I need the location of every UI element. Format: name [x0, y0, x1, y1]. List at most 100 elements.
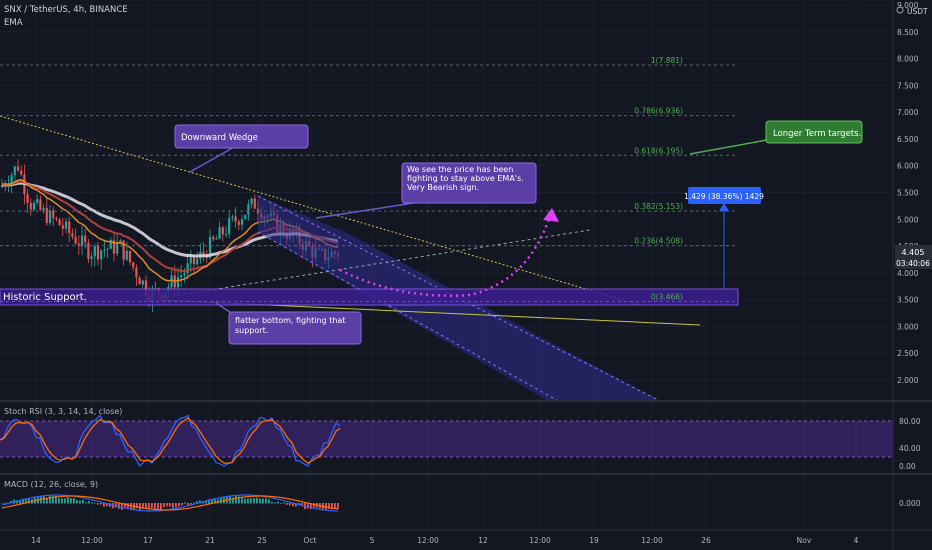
time-tick-label: 12:00 — [529, 536, 551, 545]
price-axis[interactable]: 9.000 8.500 8.000 7.500 7.000 6.500 6.000 5.500… — [897, 1, 919, 385]
candle-body — [234, 216, 237, 222]
macd-histogram-bar — [148, 503, 150, 510]
macd-histogram-bar — [163, 503, 165, 508]
candle-body — [247, 204, 250, 215]
time-tick-label: Oct — [304, 536, 317, 545]
macd-histogram-bar — [334, 503, 336, 509]
macd-histogram-bar — [292, 503, 294, 507]
candle-body — [192, 256, 196, 265]
macd-histogram-bar — [118, 503, 120, 509]
candle-body — [135, 267, 138, 278]
macd-histogram-bar — [238, 496, 240, 504]
macd-histogram-bar — [22, 498, 24, 504]
price-tick-label: 6.000 — [897, 162, 919, 171]
time-tick-label: 19 — [589, 536, 599, 545]
bottom-note-callout[interactable] — [228, 311, 362, 345]
macd-histogram-bar — [205, 500, 207, 504]
wedge-callout-pointer — [189, 145, 237, 173]
settings-icon[interactable] — [896, 6, 904, 14]
macd-histogram-bar — [274, 502, 276, 504]
macd-histogram-bar — [49, 495, 51, 504]
macd-histogram-bar — [211, 499, 213, 504]
candle-body — [122, 240, 125, 260]
macd-histogram-bar — [169, 503, 171, 507]
macd-label[interactable]: MACD (12, 26, close, 9) — [4, 480, 98, 489]
macd-histogram-bar — [190, 503, 192, 505]
candle-body — [58, 219, 61, 226]
historic-support-zone[interactable] — [0, 288, 739, 306]
ema-indicator-label[interactable]: EMA — [4, 18, 23, 28]
macd-histogram-bar — [295, 503, 297, 507]
macd-histogram-bar — [313, 503, 315, 508]
price-tick-label: 3.000 — [897, 322, 919, 331]
fib-level-label: 1(7.881) — [651, 56, 683, 65]
macd-histogram-bar — [4, 502, 6, 504]
candle-body — [48, 210, 52, 224]
macd-histogram-bar — [127, 503, 129, 509]
targets-callout[interactable] — [765, 120, 863, 144]
macd-histogram-bar — [337, 503, 339, 510]
macd-histogram-bar — [301, 503, 303, 506]
macd-histogram-bar — [82, 499, 84, 504]
stoch-label[interactable]: Stoch RSI (3, 3, 14, 14, close) — [4, 407, 122, 416]
price-tick-label: 8.500 — [897, 28, 919, 37]
macd-histogram-bar — [328, 503, 330, 509]
candle-body — [208, 236, 212, 258]
ema-note-text: We see the price has been fighting to st… — [407, 165, 524, 192]
macd-histogram-bar — [103, 503, 105, 507]
candle-body — [244, 214, 247, 220]
candle-body — [176, 277, 180, 288]
macd-histogram-bar — [220, 497, 222, 504]
target-arrow-head — [719, 203, 729, 211]
time-tick-label: 12:00 — [417, 536, 439, 545]
candle-body — [144, 280, 148, 296]
time-tick-label: 12:00 — [81, 536, 103, 545]
symbol-title[interactable]: SNX / TetherUS, 4h, BINANCE — [4, 5, 128, 15]
stoch-axis: 80.00 40.00 0.00 — [899, 417, 921, 471]
time-tick-label: Nov — [797, 536, 812, 545]
candle-body — [202, 251, 205, 254]
macd-histogram-bar — [19, 500, 21, 504]
candle-body — [64, 221, 68, 229]
candle-body — [29, 202, 32, 210]
candle-body — [186, 263, 189, 274]
candle-body — [116, 243, 119, 254]
projected-path-arrow — [339, 214, 552, 297]
candle-body — [36, 199, 39, 203]
candle-body — [16, 166, 20, 171]
ema-note-callout[interactable] — [401, 162, 537, 204]
candle-body — [90, 256, 93, 259]
macd-histogram-bar — [178, 503, 180, 507]
candle-body — [32, 202, 36, 210]
macd-histogram-bar — [187, 503, 189, 506]
candle-body — [26, 194, 29, 203]
macd-histogram-bar — [250, 498, 252, 504]
candle-body — [93, 246, 96, 257]
macd-histogram-bar — [241, 496, 243, 504]
fib-level-label: 0.236(4.508) — [634, 237, 683, 246]
wedge-callout[interactable] — [174, 124, 309, 149]
candle-body — [125, 250, 128, 260]
fibonacci-levels: 1(7.881) 0.786(6.936) 0.618(6.195) 0.382(5.… — [0, 56, 738, 302]
macd-histogram-bar — [76, 499, 78, 504]
target-measure-box[interactable] — [688, 187, 761, 204]
macd-histogram-bar — [277, 501, 279, 504]
macd-histogram-bar — [199, 500, 201, 504]
macd-histogram-bar — [142, 503, 144, 509]
candle-body — [42, 207, 45, 210]
candle-body — [68, 221, 71, 233]
macd-histogram-bar — [88, 501, 90, 504]
time-tick-label: 12 — [478, 536, 488, 545]
historic-support-label: Historic Support. — [3, 292, 87, 303]
time-axis[interactable]: 14 12:00 17 21 25 Oct 5 12:00 12 12:00 19 12:00 26 No… — [31, 536, 858, 545]
price-tick-label: 3.500 — [897, 296, 919, 305]
candle-body — [80, 235, 84, 246]
macd-histogram-bar — [46, 498, 48, 504]
trend-line-grey — [159, 229, 591, 299]
macd-histogram-bar — [121, 503, 123, 510]
macd-histogram-bar — [289, 503, 291, 506]
candle-body — [100, 250, 103, 260]
macd-histogram-bar — [280, 503, 282, 504]
candle-body — [180, 275, 183, 278]
